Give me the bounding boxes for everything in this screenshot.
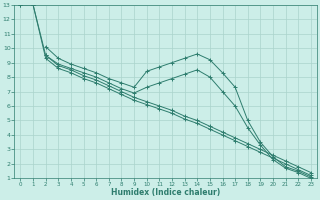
X-axis label: Humidex (Indice chaleur): Humidex (Indice chaleur) [111, 188, 220, 197]
